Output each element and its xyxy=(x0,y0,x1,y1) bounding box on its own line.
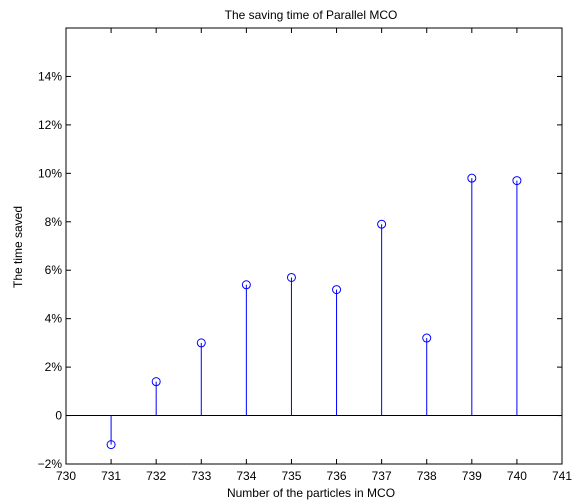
x-tick-label: 740 xyxy=(507,469,527,483)
x-tick-label: 737 xyxy=(372,469,392,483)
y-axis-label: The time saved xyxy=(11,206,25,288)
x-tick-label: 739 xyxy=(462,469,482,483)
stem-marker xyxy=(286,272,296,282)
y-tick-label: 10% xyxy=(38,166,62,180)
y-tick-label: 12% xyxy=(38,118,62,132)
x-tick-label: 735 xyxy=(281,469,301,483)
stem-marker xyxy=(196,338,206,348)
stem-marker xyxy=(467,173,477,183)
stem-marker xyxy=(332,285,342,295)
y-tick-label: 2% xyxy=(45,360,63,374)
y-tick-label: 6% xyxy=(45,263,63,277)
stem-marker xyxy=(512,176,522,186)
chart-title: The saving time of Parallel MCO xyxy=(225,8,398,22)
stem-marker xyxy=(106,440,116,450)
stems-group xyxy=(106,173,522,450)
x-tick-label: 732 xyxy=(146,469,166,483)
x-tick-label: 734 xyxy=(236,469,256,483)
y-tick-label: 0 xyxy=(55,409,62,423)
y-tick-label: 14% xyxy=(38,69,62,83)
y-tick-label: 8% xyxy=(45,215,63,229)
stem-marker xyxy=(241,280,251,290)
x-tick-label: 730 xyxy=(56,469,76,483)
x-tick-label: 741 xyxy=(552,469,572,483)
stem-marker xyxy=(151,377,161,387)
stem-marker xyxy=(422,333,432,343)
axes-group xyxy=(65,27,563,465)
x-tick-label: 731 xyxy=(101,469,121,483)
x-tick-label: 738 xyxy=(417,469,437,483)
x-tick-label: 733 xyxy=(191,469,211,483)
y-tick-label: −2% xyxy=(38,457,63,471)
stem-marker xyxy=(377,219,387,229)
y-tick-label: 4% xyxy=(45,312,63,326)
ticks-group: 730 731 732 733 734 735 736 737 738 739 740 741 −2% 0… xyxy=(38,28,572,483)
x-tick-label: 736 xyxy=(327,469,347,483)
plot-frame xyxy=(65,27,563,465)
x-axis-label: Number of the particles in MCO xyxy=(227,486,395,500)
